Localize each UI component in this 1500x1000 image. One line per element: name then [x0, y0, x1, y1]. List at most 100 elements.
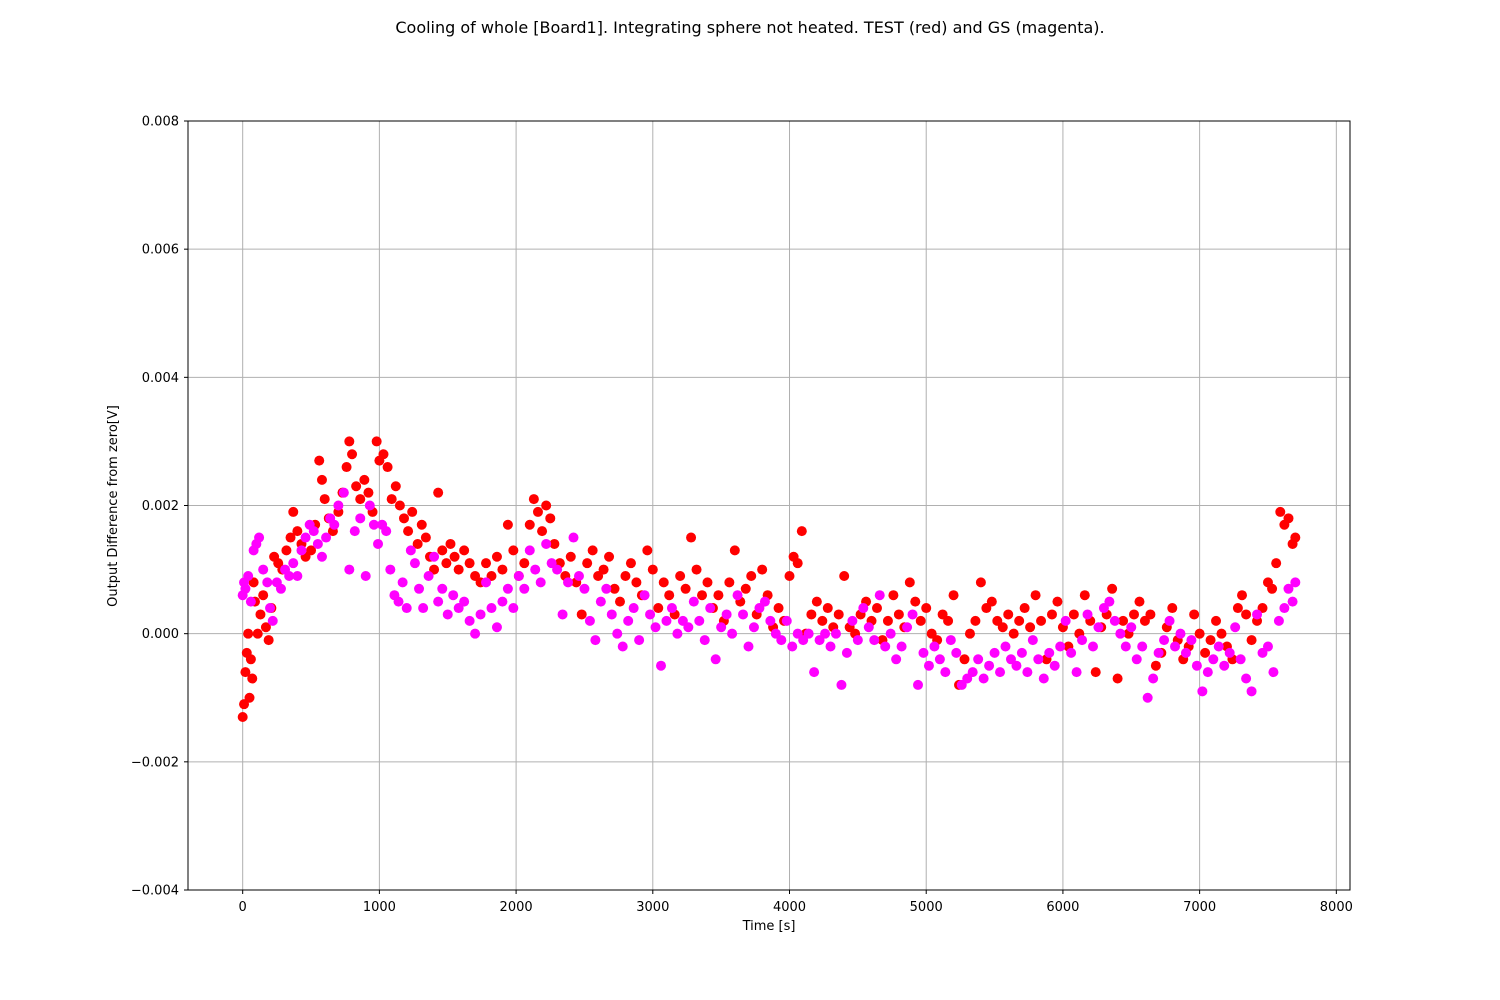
data-point	[880, 641, 891, 652]
data-point	[275, 583, 286, 594]
data-point	[573, 570, 584, 581]
data-point	[891, 654, 902, 665]
data-point	[699, 635, 710, 646]
data-point	[680, 583, 691, 594]
data-point	[319, 494, 330, 505]
data-point	[847, 615, 858, 626]
data-point	[1137, 641, 1148, 652]
data-point	[378, 449, 389, 460]
data-point	[1000, 641, 1011, 652]
data-point	[732, 590, 743, 601]
data-point	[653, 603, 664, 614]
data-point	[787, 641, 798, 652]
data-point	[1134, 596, 1145, 607]
data-point	[541, 500, 552, 511]
data-point	[1019, 603, 1030, 614]
data-point	[943, 615, 954, 626]
x-tick-label: 2000	[500, 900, 533, 915]
data-point	[934, 654, 945, 665]
ticks-layer: 0 1000 2000 3000 4000 5000 6000 7000 8000 −0.004 −…	[131, 115, 1353, 916]
data-point	[975, 577, 986, 588]
data-point	[470, 628, 481, 639]
data-point	[1235, 654, 1246, 665]
data-point	[1219, 660, 1230, 671]
data-point	[675, 570, 686, 581]
data-point	[459, 545, 470, 556]
data-point	[1044, 647, 1055, 658]
data-point	[915, 615, 926, 626]
data-point	[568, 532, 579, 543]
data-point	[874, 590, 885, 601]
data-point	[639, 590, 650, 601]
y-tick-label: 0.008	[142, 115, 179, 130]
data-point	[852, 635, 863, 646]
data-point	[666, 603, 677, 614]
data-point	[811, 596, 822, 607]
data-point	[628, 603, 639, 614]
data-point	[661, 615, 672, 626]
data-point	[1213, 641, 1224, 652]
data-point	[910, 596, 921, 607]
data-point	[773, 603, 784, 614]
data-point	[1290, 532, 1301, 543]
data-point	[658, 577, 669, 588]
data-point	[863, 622, 874, 633]
y-tick-label: 0.006	[142, 243, 179, 258]
data-point	[1027, 635, 1038, 646]
chart-title: Cooling of whole [Board1]. Integrating s…	[395, 18, 1105, 37]
data-point	[1216, 628, 1227, 639]
data-point	[1164, 615, 1175, 626]
data-point	[359, 474, 370, 485]
data-point	[497, 564, 508, 575]
data-point	[243, 570, 254, 581]
data-point	[1153, 647, 1164, 658]
data-point	[1271, 558, 1282, 569]
data-point	[508, 603, 519, 614]
data-point	[1071, 667, 1082, 678]
data-point	[710, 654, 721, 665]
data-point	[537, 526, 548, 537]
data-point	[1175, 628, 1186, 639]
data-point	[481, 577, 492, 588]
data-point	[1126, 622, 1137, 633]
data-point	[656, 660, 667, 671]
data-point	[333, 500, 344, 511]
data-point	[390, 481, 401, 492]
data-point	[502, 583, 513, 594]
data-point	[1197, 686, 1208, 697]
data-point	[329, 519, 340, 530]
data-point	[604, 551, 615, 562]
data-point	[513, 570, 524, 581]
data-point	[448, 590, 459, 601]
data-point	[964, 628, 975, 639]
data-point	[576, 609, 587, 620]
data-point	[403, 526, 414, 537]
data-point	[858, 603, 869, 614]
data-point	[702, 577, 713, 588]
data-point	[1189, 609, 1200, 620]
data-point	[929, 641, 940, 652]
data-point	[459, 596, 470, 607]
data-point	[549, 538, 560, 549]
data-point	[381, 526, 392, 537]
data-point	[738, 609, 749, 620]
data-point	[995, 667, 1006, 678]
data-point	[1030, 590, 1041, 601]
data-point	[1186, 635, 1197, 646]
data-point	[1241, 673, 1252, 684]
data-point	[1159, 635, 1170, 646]
data-point	[686, 532, 697, 543]
data-point	[481, 558, 492, 569]
data-point	[306, 545, 317, 556]
data-point	[1262, 641, 1273, 652]
data-point	[820, 628, 831, 639]
data-point	[740, 583, 751, 594]
data-point	[945, 635, 956, 646]
data-point	[625, 558, 636, 569]
x-tick-label: 1000	[363, 900, 396, 915]
data-point	[258, 564, 269, 575]
data-point	[623, 615, 634, 626]
data-point	[1014, 615, 1025, 626]
data-point	[288, 558, 299, 569]
data-point	[486, 603, 497, 614]
